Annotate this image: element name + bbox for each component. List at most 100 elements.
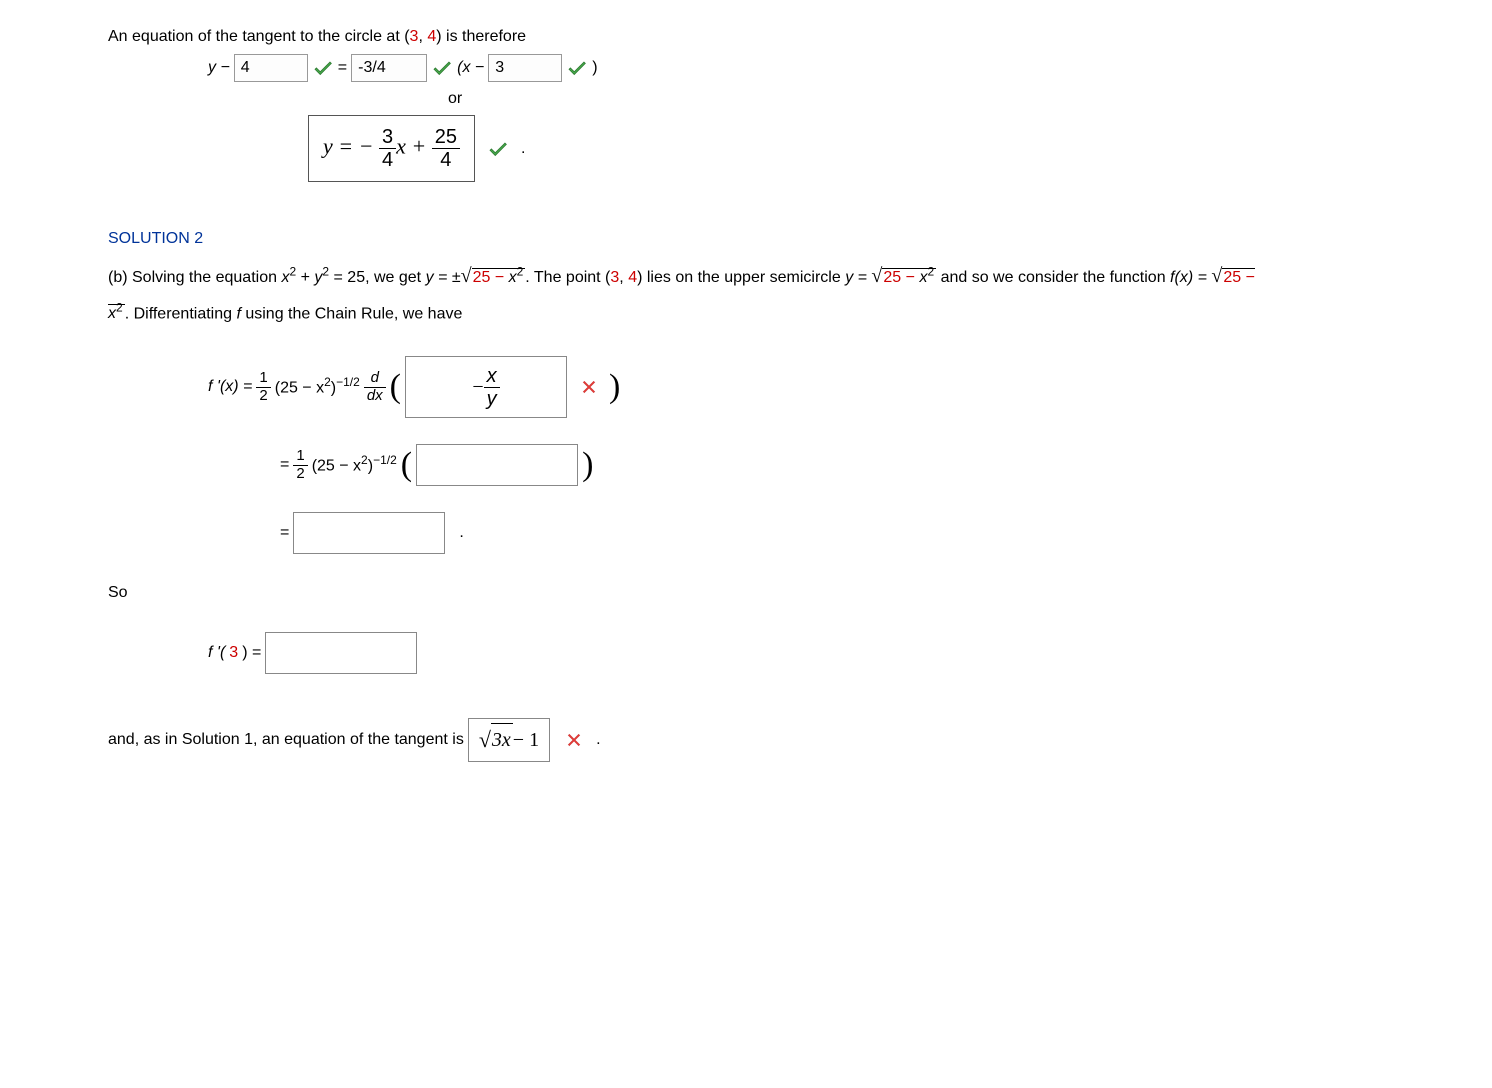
check-icon [431, 55, 453, 81]
boxed-equation: y = − 34x + 254 [308, 115, 475, 182]
p-t4: and so we consider the function [936, 269, 1170, 286]
d2-mid: (25 − x2)−1/2 [312, 451, 397, 479]
d3-period: . [459, 520, 463, 546]
solution-2-heading: SOLUTION 2 [108, 226, 1308, 252]
final-line: and, as in Solution 1, an equation of th… [108, 718, 1308, 762]
p-t3: ) lies on the upper semicircle [637, 269, 845, 286]
check-icon [566, 55, 588, 81]
final-t1: and, as in Solution 1, an equation of th… [108, 727, 464, 753]
d2-mid-text: (25 − x [312, 457, 361, 474]
final-rad-text: 3x [492, 729, 511, 751]
d1-box-neg: − [472, 371, 483, 403]
d1-lhs: f '(x) = [208, 374, 252, 400]
sqrt-icon: √ [871, 265, 882, 287]
tangent-equation-line: y − = (x − ) [208, 54, 1308, 82]
answer-box-fp3[interactable] [265, 632, 417, 674]
answer-box-final[interactable]: √3x − 1 [468, 718, 550, 762]
d2-half-den: 2 [293, 466, 307, 483]
period: . [521, 136, 525, 162]
check-icon [487, 136, 509, 162]
answer-box-d3[interactable] [293, 512, 445, 554]
boxed-equation-line: y = − 34x + 254 . [308, 115, 1308, 182]
p-fx-eq: f(x) = [1170, 269, 1211, 286]
fp3-rhs: ) = [242, 640, 261, 666]
d2-exp: −1/2 [373, 453, 397, 467]
rad1-a: 25 − [473, 269, 509, 286]
rad1-exp: 2 [517, 264, 524, 278]
rad3-b: x [108, 305, 116, 322]
p-t2: . The point ( [525, 269, 610, 286]
d2-half-num: 1 [293, 448, 307, 466]
d1-box-den: y [484, 388, 500, 410]
p-pty: 4 [628, 269, 637, 286]
frac1-den: 4 [379, 149, 396, 171]
radicand-1: 25 − x2 [472, 268, 526, 286]
d1-d-num: d [364, 370, 386, 388]
intro-close: ) is therefore [436, 28, 526, 45]
p-ptx: 3 [610, 269, 619, 286]
equals: = [338, 55, 347, 81]
deriv-line-2: = 12 (25 − x2)−1/2 ( ) [280, 444, 1308, 486]
x-minus: (x − [457, 55, 484, 81]
d3-eq: = [280, 520, 289, 546]
answer-box-d1[interactable]: − xy [405, 356, 567, 418]
point-y: 4 [427, 28, 436, 45]
final-radicand: 3x [491, 723, 513, 756]
heading-text: SOLUTION 2 [108, 230, 203, 247]
final-period: . [596, 727, 600, 753]
intro-line: An equation of the tangent to the circle… [108, 24, 1308, 50]
close-paren: ) [592, 55, 597, 81]
input-slope[interactable] [351, 54, 427, 82]
so-text: So [108, 584, 128, 601]
sqrt-icon: √ [461, 265, 472, 287]
d1-mid-exp1: 2 [324, 375, 331, 389]
deriv-line-1: f '(x) = 12 (25 − x2)−1/2 ddx ( − xy ) [208, 356, 1308, 418]
solution-2-paragraph: (b) Solving the equation x2 + y2 = 25, w… [108, 256, 1268, 330]
rad3-a: 25 − [1223, 269, 1255, 286]
rad3-exp: 2 [116, 301, 123, 315]
answer-box-d2[interactable] [416, 444, 578, 486]
d1-mid-text: (25 − x [275, 379, 324, 396]
final-rest: − 1 [513, 724, 539, 756]
radicand-2: 25 − x2 [882, 268, 936, 286]
p-y-eq: y = [845, 269, 871, 286]
d2-mid-exp1: 2 [361, 453, 368, 467]
x-icon [579, 374, 599, 400]
p-t1: (b) Solving the equation [108, 269, 281, 286]
boxed-xplus: x + [396, 134, 432, 159]
or-line: or [448, 86, 1308, 112]
frac2-num: 25 [432, 126, 460, 149]
input-x0[interactable] [488, 54, 562, 82]
y-minus: y − [208, 55, 230, 81]
sqrt-icon: √ [1211, 265, 1222, 287]
boxed-y-eq: y = − [323, 134, 379, 159]
check-icon [312, 55, 334, 81]
d1-mid: (25 − x2)−1/2 [275, 373, 360, 401]
rad2-exp: 2 [927, 264, 934, 278]
final-sqrt-icon: √ [479, 722, 491, 757]
deriv-line-3: = . [280, 512, 1308, 554]
or-text: or [448, 90, 462, 107]
fp3-three: 3 [229, 640, 238, 666]
d2-eq: = [280, 452, 289, 478]
p-eq25: = 25, we get [329, 269, 426, 286]
p-comma: , [619, 269, 628, 286]
frac2-den: 4 [432, 149, 460, 171]
frac1-num: 3 [379, 126, 396, 149]
p-y-eq-pm: y = ± [426, 269, 461, 286]
fp3-lhs: f '( [208, 640, 225, 666]
d1-box-num: x [484, 365, 500, 388]
rad2-a: 25 − [883, 269, 919, 286]
so-line: So [108, 580, 1308, 606]
comma: , [418, 28, 427, 45]
x-icon [564, 727, 584, 753]
d1-half-num: 1 [256, 370, 270, 388]
rad1-b: x [509, 269, 517, 286]
intro-text: An equation of the tangent to the circle… [108, 28, 410, 45]
p-plus: + [296, 269, 314, 286]
p-t5: . Differentiating [125, 305, 237, 322]
input-y0[interactable] [234, 54, 308, 82]
fprime3-line: f '(3) = [208, 632, 1308, 674]
d1-half-den: 2 [256, 388, 270, 405]
p-t6: using the Chain Rule, we have [241, 305, 462, 322]
